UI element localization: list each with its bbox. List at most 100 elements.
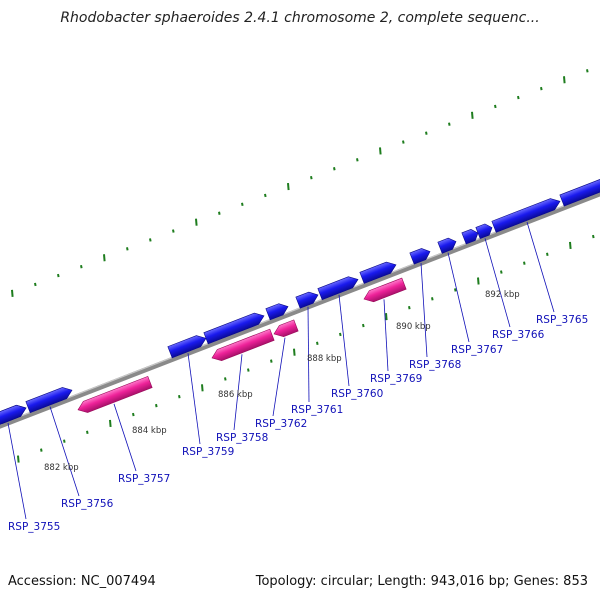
- scale-tick: [109, 419, 112, 428]
- scale-tick: [80, 264, 83, 269]
- gene-rsp-3762[interactable]: [272, 319, 299, 340]
- gene-rsp-3755[interactable]: [0, 402, 28, 428]
- gene-rsp-3757[interactable]: [76, 375, 153, 415]
- scale-tick: [448, 122, 451, 126]
- gene-label: RSP_3756: [61, 498, 114, 510]
- scale-tick: [454, 288, 457, 292]
- leader-line: [49, 406, 80, 497]
- gene-rsp-3758[interactable]: [210, 328, 275, 363]
- scale-tick: [172, 229, 175, 233]
- gene-rsp-3759[interactable]: [167, 333, 208, 359]
- scale-tick: [402, 140, 405, 144]
- scale-tick: [356, 158, 359, 162]
- scale-tick: [247, 368, 250, 372]
- scale-tick: [408, 306, 411, 310]
- scale-tick: [132, 412, 135, 417]
- genome-summary-text: Topology: circular; Length: 943,016 bp; …: [255, 574, 588, 589]
- gene-rsp-3756[interactable]: [25, 385, 74, 414]
- scale-label: 890 kbp: [396, 322, 431, 332]
- gene-rsp-3761[interactable]: [295, 289, 320, 309]
- scale-tick: [40, 448, 43, 452]
- chromosome-backbone: [0, 191, 600, 429]
- scale-tick: [586, 69, 589, 73]
- gene-label: RSP_3759: [182, 446, 234, 458]
- gene-label: RSP_3758: [216, 432, 268, 444]
- scale-tick: [86, 430, 89, 435]
- gene-label: RSP_3766: [492, 329, 545, 341]
- gene-feature[interactable]: [559, 176, 600, 207]
- scale-tick: [385, 313, 388, 321]
- scale-tick: [523, 261, 526, 265]
- scale-tick: [316, 341, 319, 346]
- scale-tick: [155, 403, 158, 408]
- scale-tick: [241, 202, 244, 207]
- gene-rsp-3766[interactable]: [475, 222, 494, 239]
- scale-tick: [17, 455, 20, 463]
- gene-feature[interactable]: [265, 301, 290, 321]
- gene-label: RSP_3755: [8, 521, 60, 533]
- gene-rsp-3767[interactable]: [437, 236, 458, 254]
- scale-tick: [333, 167, 336, 171]
- gene-label: RSP_3762: [255, 418, 307, 430]
- scale-tick: [149, 238, 152, 242]
- label-leaders: [7, 221, 555, 520]
- gene-label: RSP_3757: [118, 473, 170, 485]
- scale-tick: [431, 297, 434, 301]
- scale-tick: [563, 76, 566, 84]
- gene-feature[interactable]: [461, 227, 480, 245]
- scale-label: 888 kbp: [307, 354, 342, 364]
- scale-tick: [224, 377, 227, 381]
- scale-tick: [471, 111, 474, 119]
- gene-rsp-3769[interactable]: [362, 277, 407, 305]
- leader-line: [7, 422, 27, 520]
- scale-tick: [218, 211, 221, 215]
- leader-line: [338, 294, 350, 387]
- scale-tick: [425, 131, 428, 135]
- scale-label: 884 kbp: [132, 426, 167, 436]
- scale-tick: [270, 359, 273, 363]
- leader-line: [307, 306, 310, 403]
- gene-rsp-3765[interactable]: [491, 196, 562, 233]
- scale-tick: [57, 273, 60, 278]
- scale-tick: [339, 332, 342, 337]
- scale-tick: [63, 439, 66, 443]
- scale-tick: [494, 104, 497, 109]
- leader-line: [233, 354, 243, 431]
- gene-label: RSP_3769: [370, 373, 422, 385]
- scale-tick: [195, 218, 198, 226]
- gene-feature[interactable]: [359, 259, 398, 284]
- scale-tick: [34, 282, 37, 287]
- scale-tick: [310, 175, 313, 180]
- scale-tick: [500, 270, 503, 274]
- leader-line: [113, 403, 137, 472]
- gene-label: RSP_3765: [536, 314, 588, 326]
- scale-tick: [362, 323, 365, 328]
- leader-line: [526, 221, 555, 313]
- gene-label: RSP_3768: [409, 359, 461, 371]
- leader-line: [272, 337, 286, 417]
- leader-line: [383, 299, 389, 372]
- scale-tick: [293, 348, 296, 356]
- scale-tick: [477, 277, 480, 285]
- scale-label: 886 kbp: [218, 390, 253, 400]
- gene-rsp-3768[interactable]: [409, 246, 432, 265]
- scale-tick: [569, 241, 572, 249]
- scale-tick: [178, 395, 181, 399]
- gene-track[interactable]: [0, 176, 600, 428]
- leader-line: [447, 252, 470, 343]
- scale-tick: [379, 147, 382, 155]
- accession-text: Accession: NC_007494: [8, 574, 156, 589]
- scale-tick: [517, 95, 520, 100]
- scale-tick: [287, 182, 290, 191]
- leader-line: [484, 238, 511, 328]
- gene-rsp-3760[interactable]: [317, 274, 360, 301]
- leader-line: [420, 263, 428, 358]
- gene-label: RSP_3760: [331, 388, 383, 400]
- scale-tick: [201, 384, 204, 392]
- scale-tick: [11, 289, 14, 297]
- map-title: Rhodobacter sphaeroides 2.4.1 chromosome…: [60, 10, 540, 26]
- gene-feature[interactable]: [203, 310, 266, 345]
- scale-tick: [546, 252, 549, 257]
